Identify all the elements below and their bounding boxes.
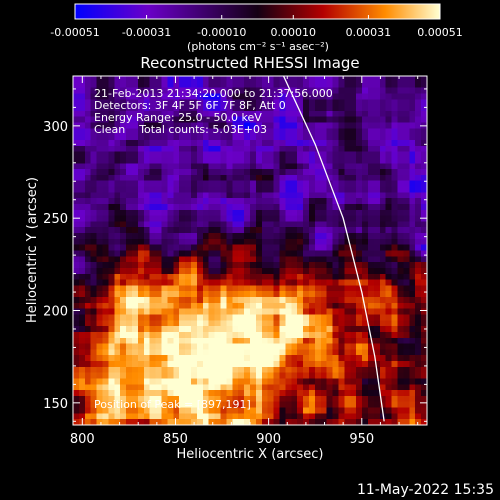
y-tick-label: 300 — [43, 120, 68, 135]
x-axis-ticks: 800 850 900 950 — [70, 76, 419, 447]
solar-limb-curve — [282, 76, 385, 422]
annotation-clean-counts: Clean Total counts: 5.03E+03 — [94, 123, 267, 136]
colorbar-tick-label: 0.00051 — [417, 26, 463, 39]
heatmap-image — [73, 76, 427, 425]
annotation-detectors: Detectors: 3F 4F 5F 6F 7F 8F, Att 0 — [94, 99, 286, 112]
colorbar-tick-label: -0.00010 — [197, 26, 246, 39]
colorbar-tick-label: -0.00031 — [122, 26, 171, 39]
x-tick-label: 900 — [256, 432, 281, 447]
colorbar-ticks: -0.00051 -0.00031 -0.00010 0.00010 0.00031 0.… — [50, 15, 463, 39]
colorbar — [74, 3, 441, 20]
colorbar-tick-label: -0.00051 — [50, 26, 99, 39]
y-axis-label: Heliocentric Y (arcsec) — [25, 177, 40, 323]
y-tick-label: 150 — [43, 397, 68, 412]
y-tick-label: 250 — [43, 212, 68, 227]
annotation-time-range: 21-Feb-2013 21:34:20.000 to 21:37:56.000 — [94, 87, 333, 100]
colorbar-tick-label: 0.00010 — [271, 26, 317, 39]
x-tick-label: 800 — [70, 432, 95, 447]
y-axis-ticks: 150 200 250 300 — [43, 88, 427, 422]
x-tick-label: 850 — [163, 432, 188, 447]
chart-title: Reconstructed RHESSI Image — [140, 54, 359, 72]
colorbar-tick-label: 0.00031 — [346, 26, 392, 39]
annotation-energy-range: Energy Range: 25.0 - 50.0 keV — [94, 111, 262, 124]
colorbar-unit-label: (photons cm⁻² s⁻¹ asec⁻²) — [187, 40, 329, 53]
peak-position-label: Position of Peak = [897,191] — [94, 398, 251, 411]
heatmap-pixels — [73, 76, 427, 425]
x-axis-label: Heliocentric X (arcsec) — [177, 447, 324, 462]
x-tick-label: 950 — [349, 432, 374, 447]
y-tick-label: 200 — [43, 305, 68, 320]
footer-timestamp: 11-May-2022 15:35 — [357, 482, 494, 498]
